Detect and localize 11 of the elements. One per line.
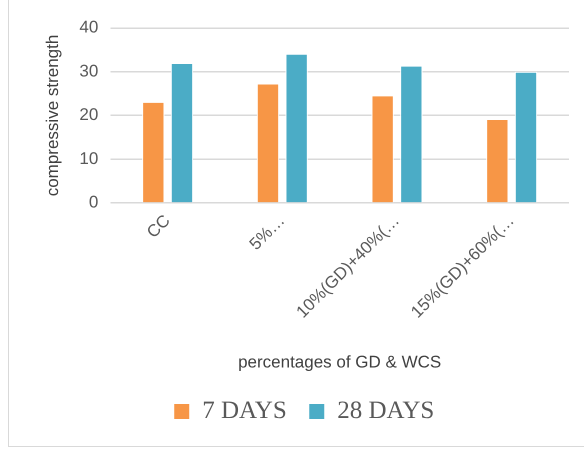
y-tick-label: 0 [88, 192, 98, 212]
y-tick-label: 20 [79, 105, 98, 124]
y-axis-title: compressive strength [42, 34, 62, 196]
legend-label: 28 DAYS [337, 397, 434, 424]
y-tick-label: 30 [79, 61, 98, 80]
y-tick-label: 10 [79, 148, 98, 168]
x-tick-label: CC [142, 210, 174, 242]
x-axis-title: percentages of GD & WCS [238, 352, 442, 372]
x-tick-label: 5%… [246, 210, 288, 254]
legend-label: 7 DAYS [202, 397, 287, 424]
y-tick-label: 40 [79, 18, 98, 37]
